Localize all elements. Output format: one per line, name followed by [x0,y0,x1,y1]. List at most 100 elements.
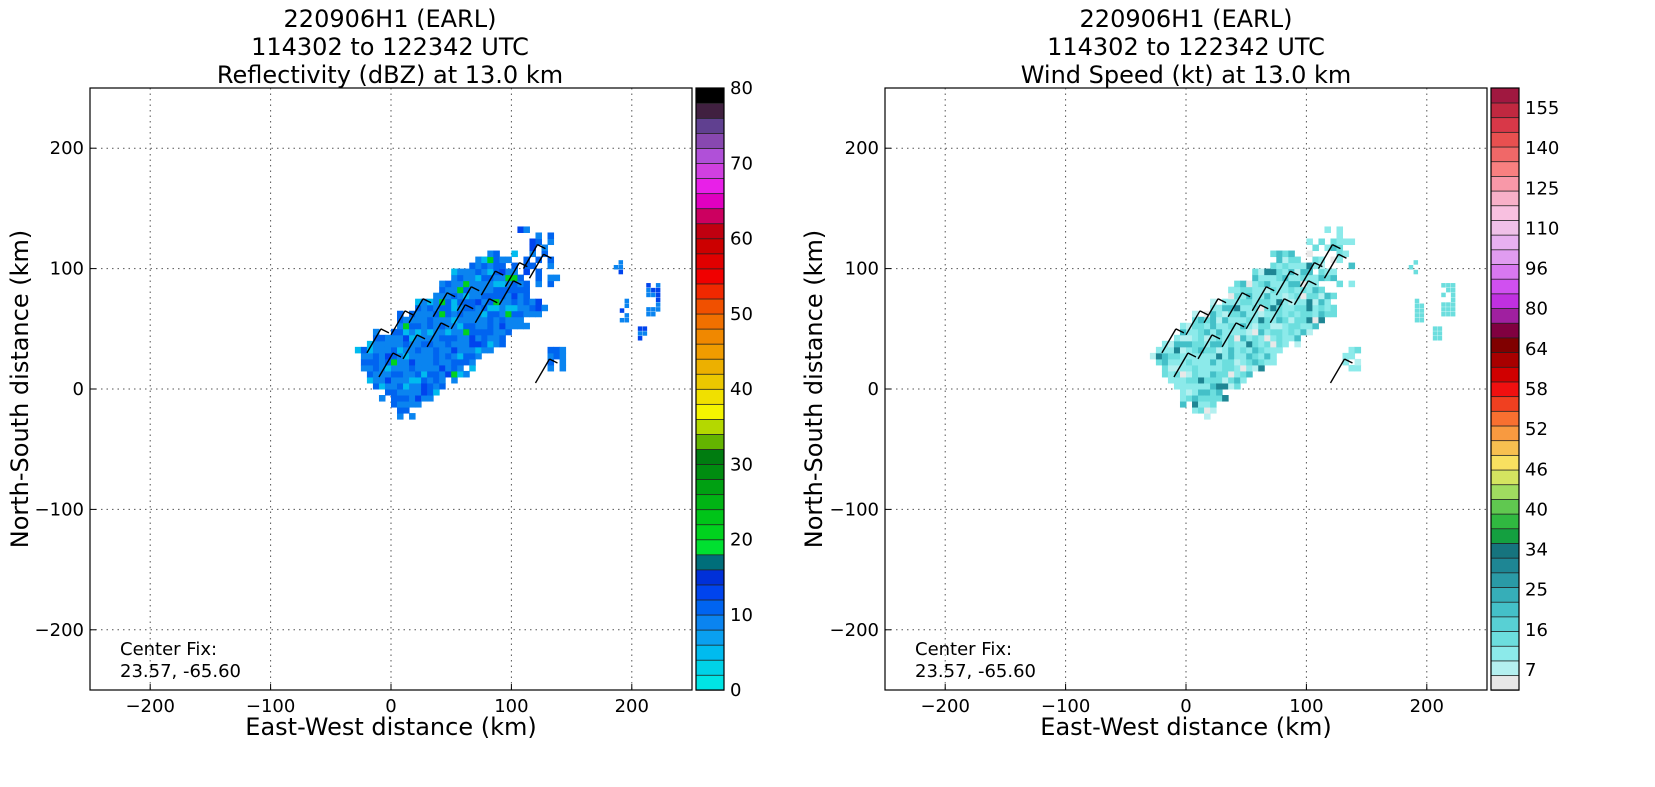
field-cell [646,287,651,293]
y-axis-label: North-South distance (km) [6,230,34,549]
field-cell [1312,274,1319,282]
field-cell [397,340,404,348]
field-cell [1446,311,1451,317]
field-cell [409,395,416,402]
field-cell [1210,407,1217,414]
field-cell [655,297,661,302]
field-cell [493,280,500,288]
colorbar-segment [1490,293,1520,309]
field-cell [619,317,625,323]
field-cell [511,316,518,324]
field-cell [1264,322,1271,330]
center-fix-value: 23.57, -65.60 [915,661,1036,682]
colorbar-segment [1490,601,1520,618]
field-cell [1179,334,1187,342]
field-cell [1240,346,1247,354]
field-cell [451,268,458,276]
field-cell [1330,256,1337,264]
field-cell [475,346,482,354]
wind-barb [450,304,474,330]
field-cell [511,280,518,288]
field-cell [1288,256,1295,264]
field-cell [1234,382,1241,390]
field-cell [1419,308,1425,313]
field-cell [1216,364,1223,372]
colorbar-tick-label: 70 [730,153,753,174]
field-cell [421,310,428,318]
field-cell [475,316,482,324]
field-cell [1294,310,1301,318]
field-cell [559,364,567,372]
x-tick-label: −200 [920,696,969,717]
field-cell [1173,340,1181,348]
field-cell [469,262,476,270]
field-cell [384,376,392,384]
field-cell [1252,322,1259,330]
field-cell [618,269,624,275]
field-cell [427,352,434,360]
field-cell [445,346,452,354]
field-cell [1204,376,1211,384]
field-cell [505,292,512,300]
field-cell [1179,340,1187,348]
field-cell [433,298,440,306]
field-cell [1318,304,1325,312]
field-cell [1342,250,1350,258]
field-cell [397,334,404,342]
colorbar-tick-label: 52 [1525,419,1548,440]
field-cell [427,370,434,378]
field-cell [1441,311,1446,317]
field-cell [409,328,416,336]
colorbar-segment [1490,498,1520,515]
field-cell [1288,274,1295,282]
field-cell [463,334,470,342]
field-cell [463,358,470,366]
colorbar-segment [1490,660,1520,677]
field-cell [535,280,542,288]
field-cell [1240,328,1247,336]
field-cell [1270,304,1277,312]
field-cell [433,316,440,324]
x-tick-label: 200 [1410,696,1444,717]
field-cell [1294,262,1301,270]
field-cell [1210,370,1217,378]
field-cell [397,328,404,336]
field-cell [1252,334,1259,342]
field-cell [535,256,542,264]
field-cell [1246,304,1253,312]
field-cell [403,401,410,408]
colorbar-segment [695,147,725,164]
field-cell [1240,334,1247,342]
field-cell [613,264,619,270]
field-cell [624,298,630,304]
field-cell [637,336,643,341]
field-cell [535,238,542,246]
field-cell [1312,304,1319,312]
field-cell [1173,370,1181,378]
field-cell [1192,334,1199,342]
field-cell [1312,286,1319,294]
field-cell [511,322,518,330]
field-cell [415,310,422,318]
field-cell [487,310,494,318]
field-cell [1192,364,1199,372]
wind-barb [378,352,402,378]
field-cell [1419,317,1425,323]
field-cell [547,358,555,366]
field-cell [517,226,524,233]
field-cell [445,340,452,348]
field-cell [1441,283,1446,288]
field-cell [1204,413,1211,420]
x-tick-labels: −200 −100 0 100 200 [125,684,649,717]
colorbar-tick-label: 7 [1525,660,1536,681]
field-cell [366,352,374,360]
field-cell [481,328,488,336]
field-cell [547,346,555,354]
field-cell [481,292,488,300]
field-cell [523,268,530,276]
colorbar-segment [1490,381,1520,398]
field-cell [1288,316,1295,324]
field-cell [366,358,374,366]
field-cell [1282,250,1289,258]
field-cell [427,334,434,342]
